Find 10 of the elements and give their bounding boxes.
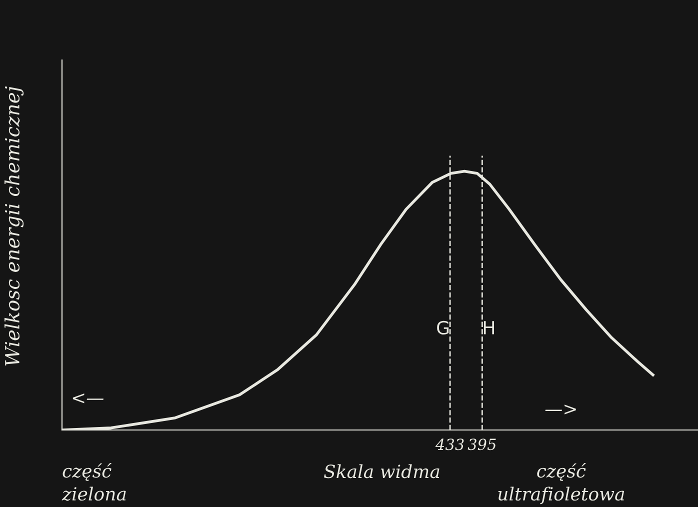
ref-line-label: G <box>437 320 449 335</box>
annotation: <— <box>72 394 104 404</box>
y-axis-title: Wielkosc energii chemicznej <box>4 86 24 366</box>
text: część ultrafioletowa <box>498 463 624 504</box>
x-tick-label: 433 <box>435 438 464 450</box>
text: część zielona <box>62 463 126 501</box>
x-axis-title: Skala widma <box>324 464 440 478</box>
ref-line-label: H <box>484 321 494 334</box>
annotation: —> <box>545 404 576 414</box>
x-tick-label: 395 <box>468 438 496 450</box>
